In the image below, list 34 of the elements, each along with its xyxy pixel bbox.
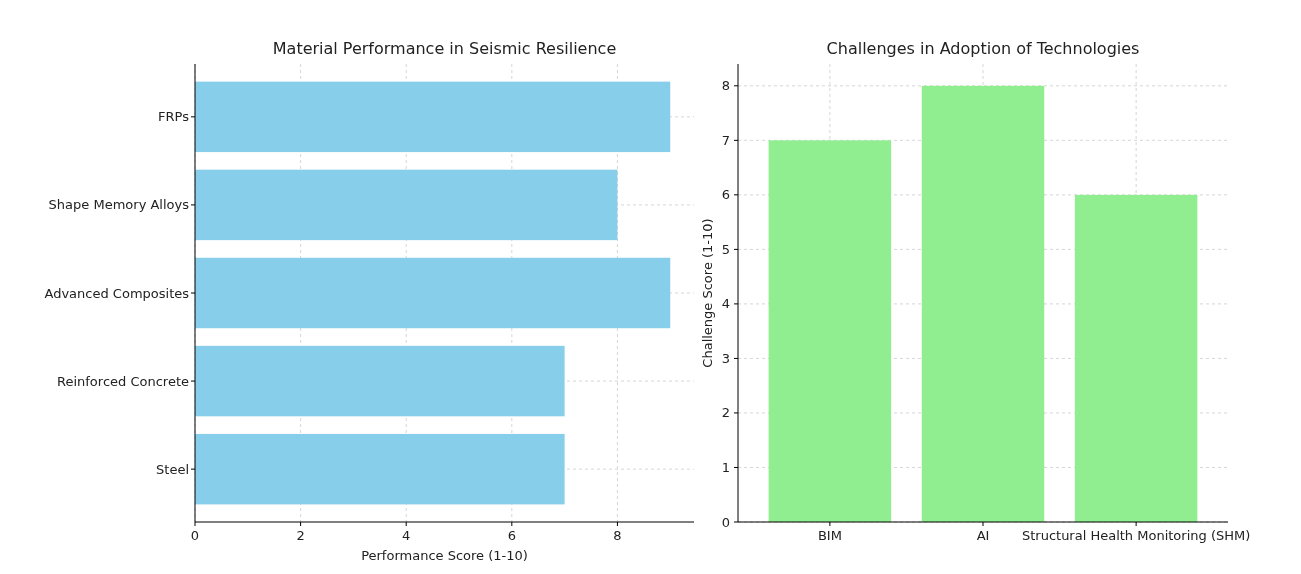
y-tick-label: FRPs xyxy=(158,109,190,125)
y-tick-label: 4 xyxy=(721,296,730,312)
y-tick-label: 7 xyxy=(721,132,730,148)
bar xyxy=(768,140,892,522)
bar xyxy=(1074,194,1198,522)
bar xyxy=(921,85,1045,522)
y-tick-label: 8 xyxy=(721,78,730,94)
y-tick-label: Reinforced Concrete xyxy=(57,373,189,389)
x-tick-label: BIM xyxy=(817,528,842,543)
x-tick-label: 0 xyxy=(190,528,200,543)
y-tick-label: 1 xyxy=(721,459,730,475)
y-tick-label: Steel xyxy=(156,461,189,477)
y-tick-label: 0 xyxy=(721,514,730,530)
x-tick-label: AI xyxy=(976,528,990,543)
x-tick-label: 8 xyxy=(613,528,622,543)
y-tick-label: 2 xyxy=(721,405,730,421)
y-tick-label: 6 xyxy=(721,187,730,203)
y-tick-label: Advanced Composites xyxy=(44,285,190,301)
x-tick-label: 2 xyxy=(296,528,305,543)
y-tick-label: 5 xyxy=(721,241,730,257)
x-tick-label: Structural Health Monitoring (SHM) xyxy=(1021,528,1251,543)
bar xyxy=(195,169,618,241)
y-axis-title: Challenge Score (1-10) xyxy=(700,218,715,368)
bar xyxy=(195,257,671,329)
x-tick-label: 4 xyxy=(402,528,411,543)
bar xyxy=(195,345,565,417)
chart-title: Challenges in Adoption of Technologies xyxy=(826,39,1140,58)
y-tick-label: 3 xyxy=(721,350,730,366)
y-tick-label: Shape Memory Alloys xyxy=(48,197,190,213)
x-axis-title: Performance Score (1-10) xyxy=(361,548,528,563)
bar xyxy=(195,81,671,153)
x-tick-label: 6 xyxy=(507,528,516,543)
chart-title: Material Performance in Seismic Resilience xyxy=(272,39,617,58)
bar xyxy=(195,433,565,505)
